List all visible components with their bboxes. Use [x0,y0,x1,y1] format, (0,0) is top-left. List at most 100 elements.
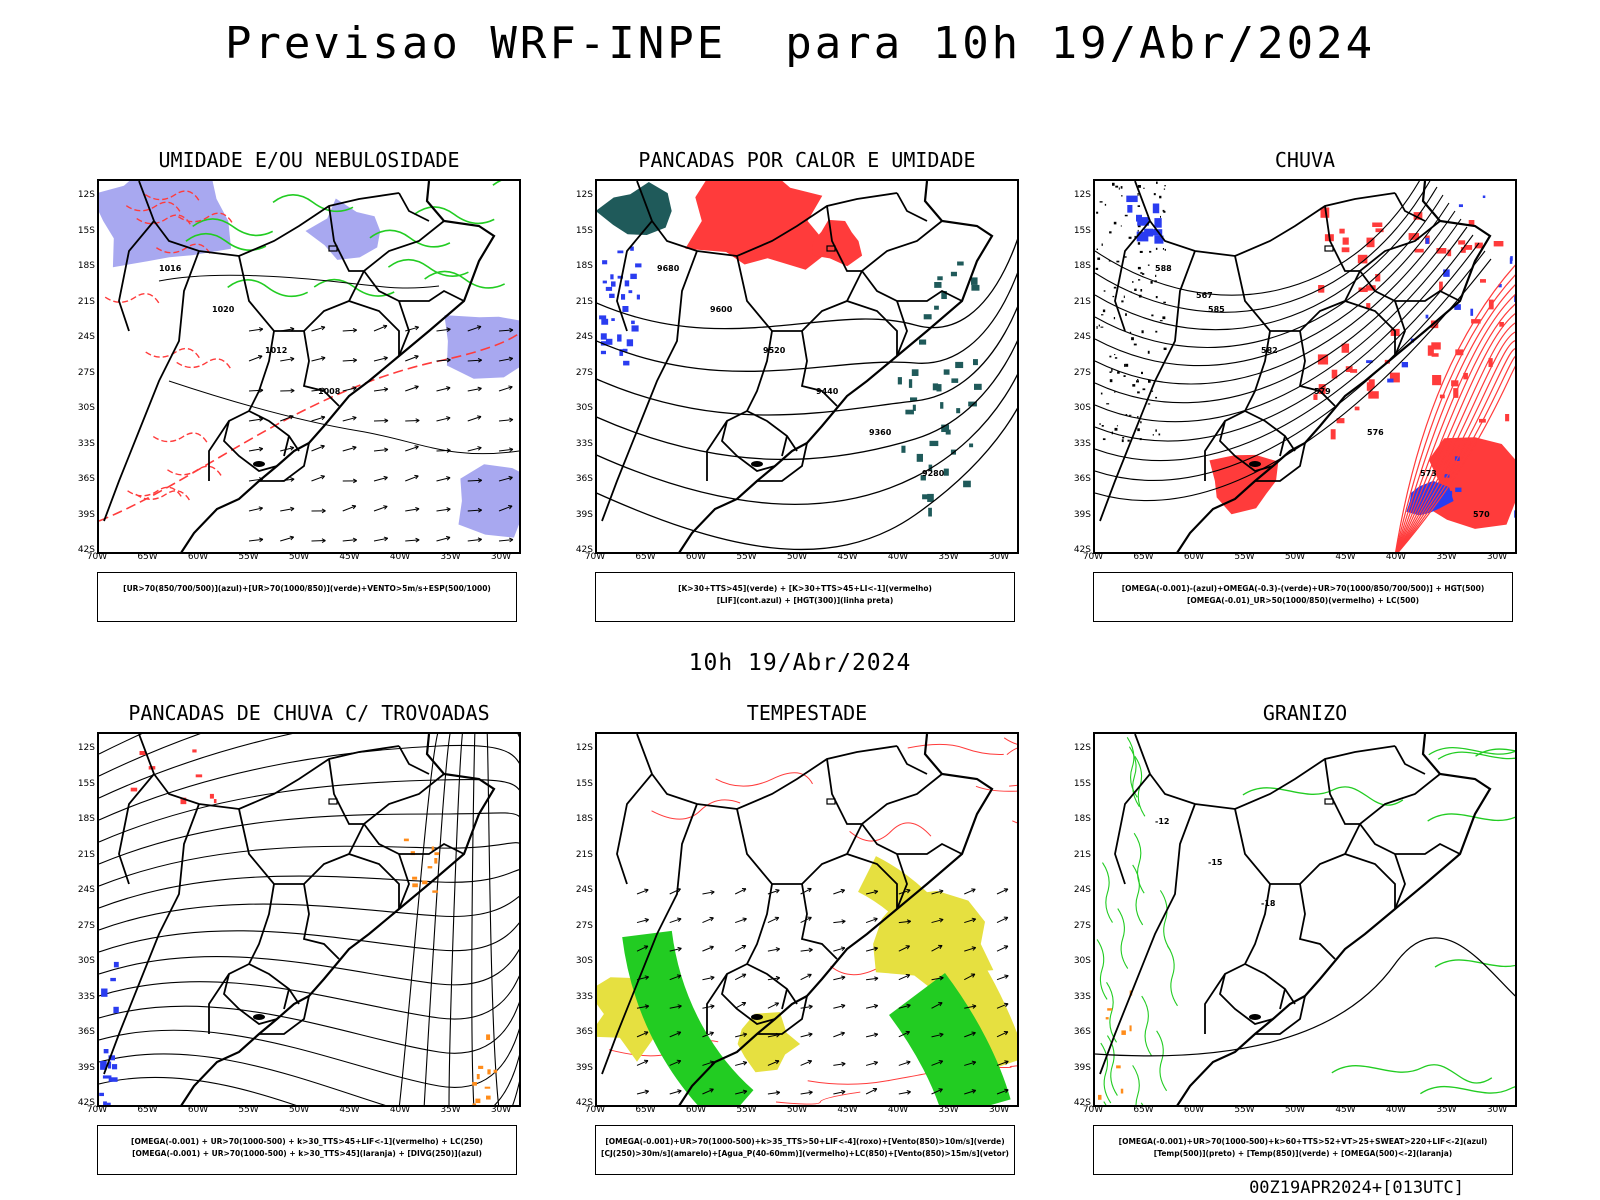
contour-line [597,272,1017,372]
temp850-contour [1106,982,1117,1043]
speckle [1114,427,1118,431]
lat-label: 42S [1073,545,1091,555]
wind-arrowhead [477,357,482,363]
row-subtitle: 10h 19/Abr/2024 [688,650,912,676]
speckle [1142,388,1146,391]
speckle [1455,349,1464,356]
lon-label: 35W [440,1105,461,1115]
federal-district [826,245,836,252]
speckle [1159,195,1162,199]
wind-arrowhead [477,478,482,483]
speckle [1430,320,1439,329]
wind-vector [636,889,649,895]
precipitable-water-contour [907,743,1004,755]
wind-arrowhead [742,1032,748,1038]
wind-arrowhead [446,416,451,421]
thickness-contour [135,490,192,503]
speckle [1448,490,1453,498]
wind-arrowhead [415,418,420,423]
height-contour [1396,331,1515,552]
wind-vector [436,417,451,422]
wind-arrowhead [939,889,944,894]
wind-arrowhead [1003,888,1009,893]
speckle [1100,326,1104,328]
state-border [1244,410,1296,452]
wind-vector [931,1060,943,1066]
wind-arrowhead [508,385,513,390]
state-border [1134,734,1396,810]
speckle [945,429,951,435]
state-border [781,988,788,1010]
height-contour [1397,365,1515,552]
speckle [599,315,607,320]
map-pancadas: 9680 9600 9520 9440 9360 9280 [595,179,1019,554]
lon-label: 60W [187,552,209,562]
wind-vector [735,1061,747,1066]
speckle [1101,425,1104,427]
speckle [1125,313,1127,316]
state-border [1394,853,1406,910]
state-border [259,442,310,482]
wind-vector [964,1032,976,1038]
lon-label: 40W [1385,1105,1407,1115]
wind-arrowhead [676,1031,682,1036]
speckle [1454,304,1461,310]
speckle [1155,274,1157,277]
wind-vector [734,1002,746,1009]
speckle [486,1095,491,1100]
wind-arrowhead [971,1089,977,1094]
humidity-area [444,315,519,379]
wind-arrowhead [321,538,326,543]
wind-arrowhead [841,1061,846,1067]
state-border [846,853,898,909]
precipitable-water-contour [1006,747,1017,756]
lon-label: 70W [1082,552,1104,562]
speckle [1451,380,1459,387]
wind-arrowhead [644,918,649,923]
wind-vector [996,945,1009,952]
speckle [1331,369,1338,379]
height-contour [1397,348,1515,552]
speckle [1155,429,1157,432]
wind-vector [342,505,356,512]
height-contour [1396,322,1515,552]
wind-arrowhead [971,1031,976,1036]
state-border [896,192,928,222]
wind-arrowhead [873,946,879,952]
wind-vector [898,920,911,924]
wind-arrowhead [774,916,780,921]
wind-vector [248,538,263,542]
wind-arrowhead [677,1089,682,1094]
contour-line [597,373,1017,506]
wind-vector [996,1089,1009,1095]
speckle [623,360,630,366]
state-border [1244,963,1296,1005]
speckle [1115,185,1119,188]
temp850-contour [1156,1030,1168,1092]
lon-label: 40W [887,1105,909,1115]
speckle [1164,248,1166,251]
wind-arrowhead [939,975,944,981]
height-contour [1095,218,1462,404]
wind-vector [373,476,388,482]
contour-value-label: 1020 [212,305,235,314]
lon-label: 55W [1234,1105,1255,1115]
lat-label: 15S [1073,778,1091,789]
wind-arrowhead [644,1089,649,1095]
wind-vector [498,419,513,422]
speckle [1342,237,1349,245]
speckle [941,291,947,300]
speckle [971,284,980,291]
wind-arrowhead [644,888,649,894]
wind-vector [702,1005,715,1009]
speckle [1425,314,1429,319]
lon-label: 50W [786,1105,808,1115]
speckle [919,339,927,345]
speckle [1474,242,1483,249]
wind-arrowhead [710,1004,715,1009]
thickness-contour [177,212,234,226]
speckle [957,261,964,266]
contour-value-label: 9360 [869,428,892,437]
height-contour [1095,186,1438,331]
wind-vector [373,325,388,332]
